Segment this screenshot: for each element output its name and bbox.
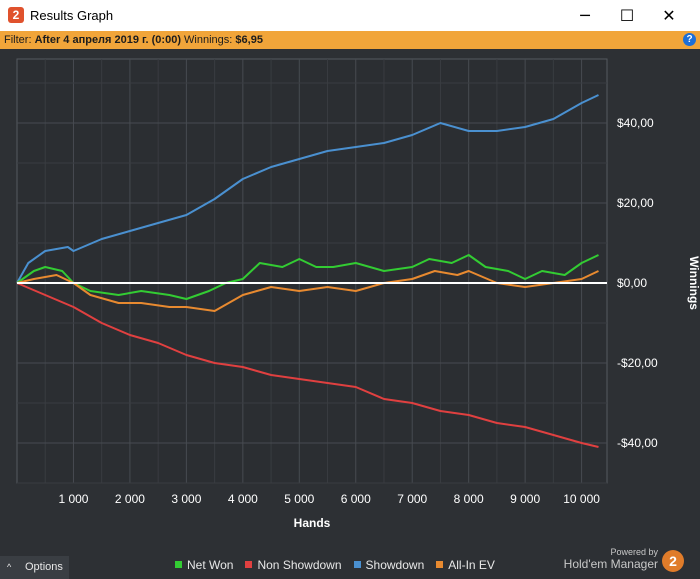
filter-label: Filter: (4, 34, 32, 46)
x-tick-label: 6 000 (341, 492, 371, 506)
y-tick-label: -$40,00 (617, 436, 658, 450)
legend-item[interactable]: Net Won (175, 558, 233, 572)
window-title: Results Graph (30, 8, 114, 23)
y-tick-label: $20,00 (617, 196, 654, 210)
results-graph-chart: 1 000 2 000 3 000 4 000 5 000 6 000 7 000 8 000… (16, 58, 700, 530)
legend-label: All-In EV (448, 558, 495, 572)
winnings-value: $6,95 (235, 34, 263, 46)
maximize-button[interactable]: ☐ (619, 6, 635, 25)
filter-bar: Filter: After 4 апреля 2019 г. (0:00) Wi… (0, 31, 700, 49)
legend-swatch (175, 561, 182, 569)
legend-item[interactable]: Non Showdown (245, 558, 342, 572)
filter-value: After 4 апреля 2019 г. (0:00) (34, 34, 181, 46)
x-tick-label: 8 000 (454, 492, 484, 506)
app-logo-icon: 2 (8, 7, 24, 23)
x-tick-label: 9 000 (510, 492, 540, 506)
options-label: Options (25, 561, 63, 573)
x-tick-label: 5 000 (284, 492, 314, 506)
x-tick-label: 10 000 (563, 492, 600, 506)
brand-name: Hold'em Manager (563, 557, 658, 571)
legend-item[interactable]: Showdown (353, 558, 425, 572)
powered-by-label: Powered by (610, 547, 658, 557)
x-axis-title: Hands (294, 516, 331, 530)
winnings-label: Winnings: (184, 34, 233, 46)
y-tick-label: $0,00 (617, 276, 647, 290)
legend-swatch (353, 561, 361, 569)
x-tick-label: 7 000 (397, 492, 427, 506)
legend-label: Non Showdown (257, 558, 342, 572)
x-tick-label: 2 000 (115, 492, 145, 506)
powered-by: Powered by Hold'em Manager (558, 547, 658, 571)
y-tick-label: -$20,00 (617, 356, 658, 370)
bottom-bar (0, 552, 700, 579)
legend-label: Showdown (365, 558, 425, 572)
options-button[interactable]: ^ Options (0, 556, 69, 579)
legend-swatch (245, 561, 253, 569)
y-axis-title: Winnings (687, 256, 700, 310)
x-tick-label: 3 000 (171, 492, 201, 506)
chevron-up-icon: ^ (7, 562, 12, 572)
series-line-showdown (16, 94, 599, 284)
filter-summary: Filter: After 4 апреля 2019 г. (0:00) Wi… (4, 31, 263, 49)
legend-swatch (436, 561, 444, 569)
title-bar: 2 Results Graph ─ ☐ ✕ (0, 0, 700, 31)
y-tick-label: $40,00 (617, 116, 654, 130)
series-line-net-won (16, 254, 599, 300)
help-icon[interactable]: ? (683, 33, 696, 46)
minimize-button[interactable]: ─ (580, 6, 590, 25)
x-tick-label: 1 000 (58, 492, 88, 506)
legend-item[interactable]: All-In EV (436, 558, 495, 572)
legend-label: Net Won (187, 558, 234, 572)
x-tick-label: 4 000 (228, 492, 258, 506)
hem2-logo-icon: 2 (662, 550, 684, 572)
series-line-non-showdown (16, 282, 599, 448)
chart-legend: Net Won Non Showdown Showdown All-In EV (175, 558, 507, 572)
close-button[interactable]: ✕ (662, 6, 676, 25)
